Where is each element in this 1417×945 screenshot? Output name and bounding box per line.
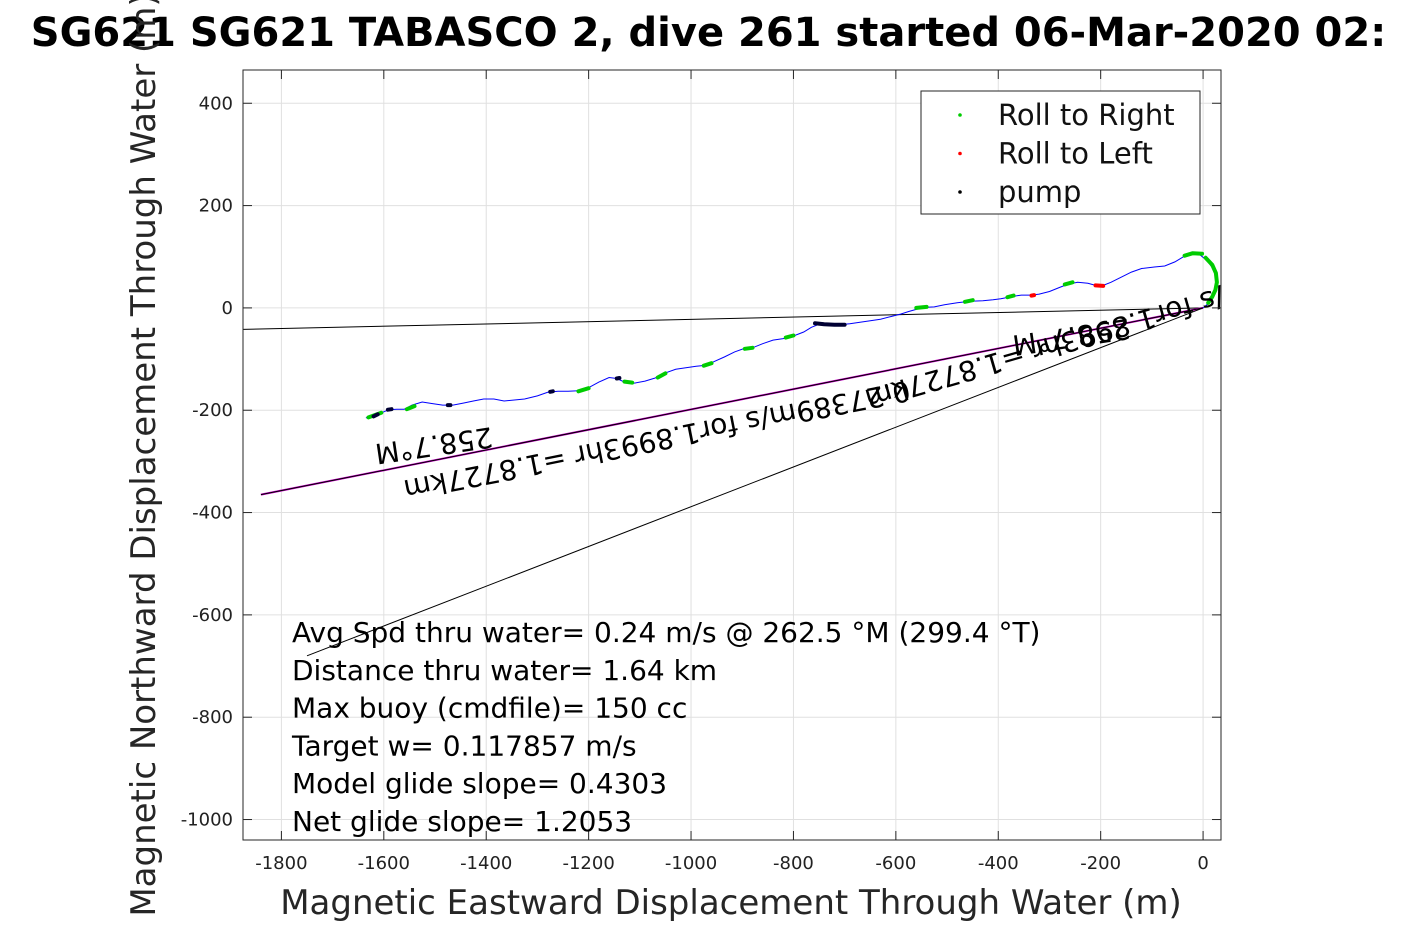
dive-heading-line (306, 307, 1204, 657)
roll-left-marker (1029, 293, 1037, 298)
legend-label: Roll to Left (998, 137, 1153, 171)
x-tick-label: -1200 (562, 853, 614, 874)
x-tick-label: -1000 (665, 853, 717, 874)
y-tick-label: -600 (192, 605, 233, 626)
pump-marker (385, 407, 394, 412)
legend-label: Roll to Right (998, 98, 1175, 132)
y-tick-label: -200 (192, 400, 233, 421)
y-axis-label: Magnetic Northward Displacement Through … (124, 0, 164, 917)
x-tick-label: -1800 (255, 853, 307, 874)
y-tick-label: -800 (192, 707, 233, 728)
legend-marker (958, 113, 962, 117)
plot-frame (242, 69, 1222, 841)
x-tick-label: -400 (978, 853, 1019, 874)
stat-annotation: Distance thru water= 1.64 km (292, 654, 717, 687)
stat-annotation: Avg Spd thru water= 0.24 m/s @ 262.5 °M … (292, 616, 1040, 649)
roll-right-marker (742, 345, 755, 351)
y-tick-label: -400 (192, 503, 233, 524)
legend-marker (958, 151, 962, 156)
x-tick-label: -1400 (460, 853, 512, 874)
stat-annotation: Net glide slope= 1.2053 (292, 805, 632, 838)
roll-left-marker (1093, 283, 1106, 288)
roll-right-marker (914, 304, 929, 310)
stat-annotation: Model glide slope= 0.4303 (292, 767, 667, 800)
pump-marker (813, 321, 847, 327)
y-tick-label: -1000 (181, 810, 233, 831)
y-tick-label: 200 (199, 196, 233, 217)
roll-right-marker (783, 333, 796, 340)
current-heading-line (243, 307, 1204, 330)
x-tick-label: -200 (1080, 853, 1121, 874)
x-axis-label: Magnetic Eastward Displacement Through W… (280, 883, 1182, 923)
heading-lines (243, 306, 1204, 657)
pump-marker (614, 376, 622, 381)
roll-right-marker (576, 386, 591, 394)
roll-right-marker (1203, 255, 1219, 305)
y-tick-label: 0 (222, 298, 233, 319)
x-tick-label: 0 (1197, 853, 1208, 874)
stats-annotations: Avg Spd thru water= 0.24 m/s @ 262.5 °M … (291, 616, 1040, 838)
roll-right-marker (1062, 280, 1075, 287)
chart-title: SG621 SG621 TABASCO 2, dive 261 started … (31, 10, 1386, 56)
black-heading-line (260, 307, 1204, 496)
legend: Roll to Right Roll to Left pump (920, 90, 1201, 215)
roll-right-marker (404, 404, 417, 412)
x-tick-label: -1600 (358, 853, 410, 874)
roll-right-marker (655, 371, 668, 380)
pump-marker (548, 389, 555, 394)
legend-box (920, 90, 1201, 215)
axis-ticks: -1800 -1600 -1400 -1200 -1000 -800 -600 -400 -20… (181, 70, 1221, 874)
legend-marker (958, 190, 962, 194)
y-tick-label: 400 (199, 93, 233, 114)
roll-right-marker (701, 361, 714, 368)
roll-right-marker (1182, 251, 1205, 258)
stat-annotation: Max buoy (cmdfile)= 150 cc (292, 692, 687, 725)
stat-annotation: Target w= 0.117857 m/s (291, 729, 637, 762)
roll-right-marker (1005, 293, 1016, 300)
roll-right-marker (963, 298, 975, 304)
legend-label: pump (998, 175, 1081, 209)
roll-right-marker (622, 379, 635, 385)
roll-markers (366, 251, 1219, 420)
x-tick-label: -600 (875, 853, 916, 874)
pump-marker (371, 412, 380, 419)
x-tick-label: -800 (773, 853, 814, 874)
